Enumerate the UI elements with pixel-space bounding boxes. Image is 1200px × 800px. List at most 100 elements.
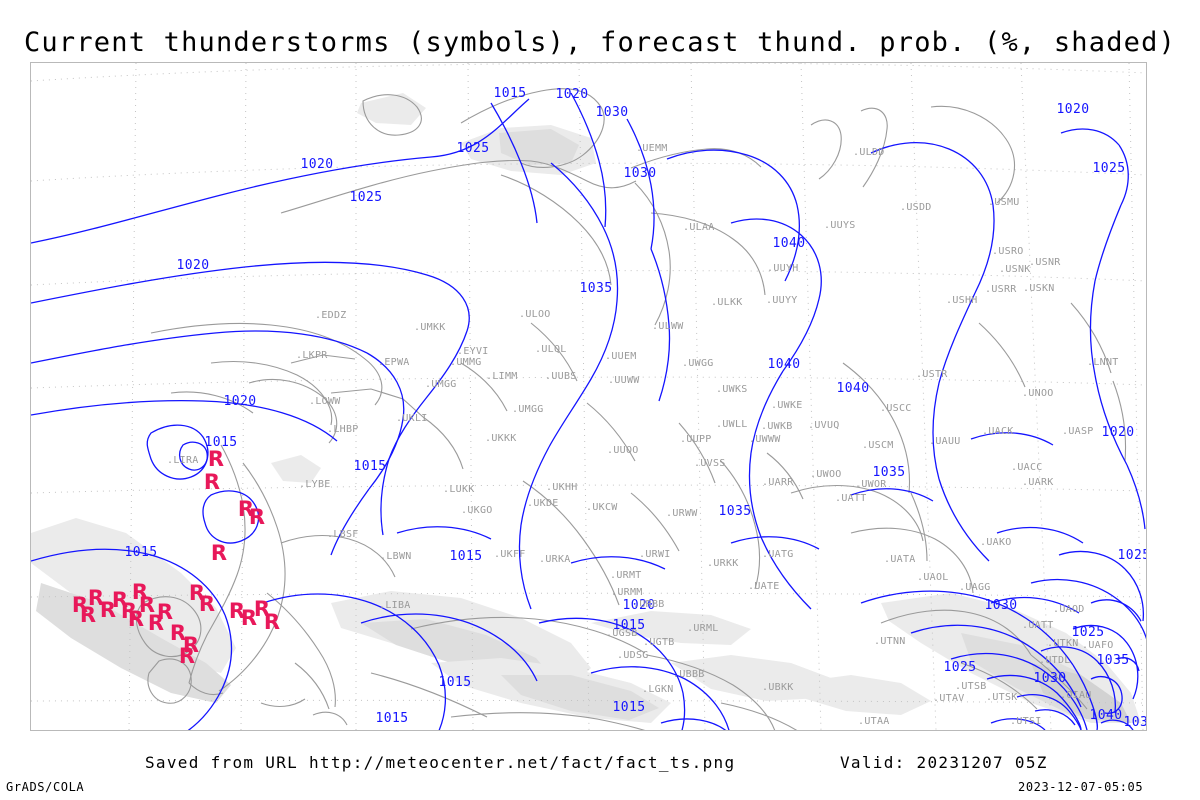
station-label: .UAKO — [980, 537, 1012, 548]
station-label: .UBKK — [762, 682, 794, 693]
station-label: .UKFF — [494, 549, 526, 560]
thunderstorm-symbol: R — [112, 588, 128, 612]
station-label: .UKCW — [586, 502, 618, 513]
thunderstorm-symbol: R — [249, 505, 265, 529]
station-label: .UKDE — [527, 498, 559, 509]
station-label: .UMGG — [425, 379, 457, 390]
thunderstorm-symbol: R — [208, 447, 224, 471]
station-label: .USKN — [1023, 283, 1055, 294]
station-label: .UWWW — [749, 434, 781, 445]
station-label: .UVUQ — [808, 420, 840, 431]
station-label: .URKA — [539, 554, 571, 565]
isobar-label: 1030 — [985, 598, 1018, 613]
station-label: .UUWW — [608, 375, 640, 386]
station-label: .UBBB — [673, 669, 705, 680]
station-label: .UAOD — [1053, 604, 1085, 615]
station-label: .UNBB — [1145, 378, 1146, 389]
station-label: .USRR — [985, 284, 1017, 295]
station-label: .ULAA — [683, 222, 715, 233]
station-label: .UAUU — [929, 436, 961, 447]
isobar-label: 1025 — [1072, 625, 1105, 640]
station-label: .USCC — [880, 403, 912, 414]
thunderstorm-symbol: R — [128, 607, 144, 631]
station-label: .USDD — [900, 202, 932, 213]
isobar-label: 1040 — [1090, 708, 1123, 723]
station-label: .ULOO — [519, 309, 551, 320]
isobar-label: 1035 — [873, 465, 906, 480]
station-label: .URML — [687, 623, 719, 634]
isobar-label: 1040 — [773, 236, 806, 251]
station-label: .UAOL — [917, 572, 949, 583]
station-label: .URWW — [666, 508, 698, 519]
isobar-label: 1020 — [177, 258, 210, 273]
thunderstorm-symbol: R — [148, 611, 164, 635]
station-labels: .UEMM .ULDD .ULAA .UUYS .USDD .USMU .USRO .USNR… — [167, 143, 1146, 727]
weather-map[interactable]: 1015 1020 1030 1025 1030 1025 1020 1020 1025 1040… — [30, 62, 1147, 731]
station-label: .EDDZ — [315, 310, 347, 321]
station-label: .UMGG — [512, 404, 544, 415]
thunderstorm-symbol: R — [264, 610, 280, 634]
station-label: .UMMG — [450, 357, 482, 368]
thunderstorm-symbol: R — [204, 470, 220, 494]
map-canvas[interactable]: 1015 1020 1030 1025 1030 1025 1020 1020 1025 1040… — [31, 63, 1146, 730]
thunderstorm-symbol: R — [88, 586, 104, 610]
thunderstorm-symbol: R — [139, 593, 155, 617]
station-label: .UTSI — [1010, 716, 1042, 727]
thunderstorm-symbol: R — [241, 606, 257, 630]
station-label: .UKGO — [461, 505, 493, 516]
station-label: .USNR — [1029, 257, 1061, 268]
isobar-label: 1020 — [301, 157, 334, 172]
thunderstorm-symbol: R — [179, 644, 195, 668]
isobar-label: 1035 — [580, 281, 613, 296]
isobar-label: 1035 — [719, 504, 752, 519]
station-label: .ULQL — [535, 344, 567, 355]
thunderstorm-symbol: R — [189, 581, 205, 605]
station-label: .UACK — [982, 426, 1014, 437]
isobar-label: 1030 — [1034, 671, 1067, 686]
thunderstorm-symbol: R — [121, 599, 137, 623]
station-label: .LOWW — [309, 396, 341, 407]
station-label: .UATT — [1022, 620, 1054, 631]
station-label: .UATE — [748, 581, 780, 592]
station-label: .USMU — [988, 197, 1020, 208]
valid-time-label: Valid: 20231207 05Z — [840, 753, 1048, 772]
station-label: .UATA — [884, 554, 916, 565]
station-label: .LUKK — [443, 484, 475, 495]
station-label: .LKPR — [296, 350, 328, 361]
station-label: .UUEM — [605, 351, 637, 362]
isobar-label: 1025 — [1093, 161, 1126, 176]
station-label: .UEMM — [636, 143, 668, 154]
thunderstorm-symbol: R — [199, 592, 215, 616]
thunderstorm-symbol: R — [211, 541, 227, 565]
station-label: .LHBP — [327, 424, 359, 435]
station-label: .UACC — [1011, 462, 1043, 473]
station-label: .EPWA — [378, 357, 410, 368]
station-label: .UTNN — [874, 636, 906, 647]
isobar-label: 1030 — [624, 166, 657, 181]
isobar-label: 1020 — [623, 598, 656, 613]
station-label: .URMT — [610, 570, 642, 581]
timestamp-label: 2023-12-07-05:05 — [1018, 780, 1144, 794]
station-label: .USTR — [916, 369, 948, 380]
station-label: .UATT — [835, 493, 867, 504]
station-label: .UTAV — [933, 693, 965, 704]
station-label: .UGSB — [606, 628, 638, 639]
thunderstorm-symbol: R — [132, 580, 148, 604]
isobar-label: 1015 — [494, 86, 527, 101]
credit-label: GrADS/COLA — [6, 780, 85, 794]
station-label: .UASP — [1062, 426, 1094, 437]
station-label: .ULKK — [711, 297, 743, 308]
isobar-label: 1015 — [205, 435, 238, 450]
station-label: .OIAU — [1060, 690, 1092, 701]
thunderstorm-symbol: R — [100, 598, 116, 622]
station-label: .LNNT — [1087, 357, 1119, 368]
lat-lon-grid — [31, 63, 1146, 730]
station-label: .LYBE — [299, 479, 331, 490]
page-title: Current thunderstorms (symbols), forecas… — [23, 27, 1177, 58]
thunderstorm-symbol: R — [229, 599, 245, 623]
station-label: .LGKN — [642, 684, 674, 695]
isobar-label: 1040 — [768, 357, 801, 372]
isobar-label: 1025 — [350, 190, 383, 205]
station-label: .LIRA — [167, 455, 199, 466]
